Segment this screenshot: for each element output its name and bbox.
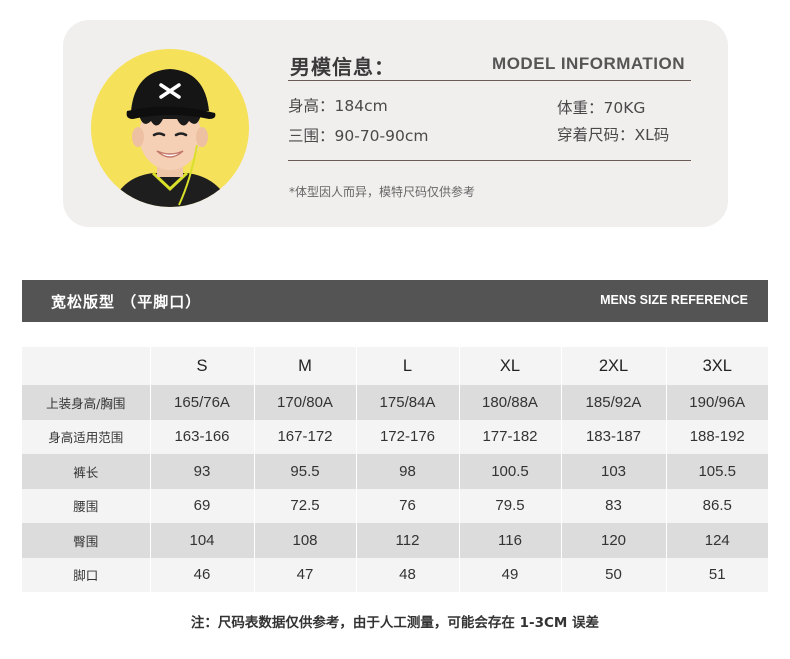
- table-cell: 51: [666, 557, 768, 592]
- table-cell: 46: [150, 557, 255, 592]
- size-header-cell: 2XL: [561, 347, 667, 385]
- table-cell: 175/84A: [356, 385, 460, 420]
- table-cell: 108: [254, 523, 357, 558]
- size-header-cell: L: [356, 347, 460, 385]
- table-cell: 172-176: [356, 419, 460, 454]
- size-header-cell: M: [254, 347, 357, 385]
- table-cell: 190/96A: [666, 385, 768, 420]
- model-height: 身高：184cm: [288, 97, 388, 115]
- table-cell: 93: [150, 454, 255, 489]
- table-row: 裤长 93 95.5 98 100.5 103 105.5: [22, 454, 768, 489]
- table-cell: 183-187: [561, 419, 667, 454]
- table-row: 上装身高/胸围 165/76A 170/80A 175/84A 180/88A …: [22, 385, 768, 420]
- table-cell: 86.5: [666, 488, 768, 523]
- model-size-worn: 穿着尺码：XL码: [557, 126, 670, 144]
- row-label: 脚口: [22, 557, 151, 592]
- table-cell: 103: [561, 454, 667, 489]
- model-photo-icon: [91, 49, 249, 207]
- model-note: *体型因人而异，模特尺码仅供参考: [289, 185, 476, 199]
- table-cell: 98: [356, 454, 460, 489]
- table-cell: 188-192: [666, 419, 768, 454]
- table-cell: 120: [561, 523, 667, 558]
- model-info-title-en: MODEL INFORMATION: [492, 54, 685, 73]
- table-cell: 163-166: [150, 419, 255, 454]
- table-cell: 165/76A: [150, 385, 255, 420]
- table-cell: 180/88A: [459, 385, 562, 420]
- table-cell: 47: [254, 557, 357, 592]
- size-table-head-row: S M L XL 2XL 3XL: [22, 347, 768, 385]
- table-cell: 83: [561, 488, 667, 523]
- table-cell: 105.5: [666, 454, 768, 489]
- table-cell: 95.5: [254, 454, 357, 489]
- size-table-header-bar: 宽松版型 （平脚口） MENS SIZE REFERENCE: [22, 280, 768, 322]
- model-weight: 体重：70KG: [557, 99, 646, 117]
- model-measurements: 三围：90-70-90cm: [288, 127, 429, 145]
- table-row: 身高适用范围 163-166 167-172 172-176 177-182 1…: [22, 419, 768, 454]
- size-reference-label: MENS SIZE REFERENCE: [600, 293, 748, 307]
- row-label: 臀围: [22, 523, 151, 558]
- table-cell: 72.5: [254, 488, 357, 523]
- row-label: 上装身高/胸围: [22, 385, 151, 420]
- row-label: 身高适用范围: [22, 419, 151, 454]
- row-label: 裤长: [22, 454, 151, 489]
- table-cell: 100.5: [459, 454, 562, 489]
- table-cell: 116: [459, 523, 562, 558]
- table-cell: 50: [561, 557, 667, 592]
- fit-type-label: 宽松版型 （平脚口）: [51, 293, 202, 311]
- table-cell: 170/80A: [254, 385, 357, 420]
- footer-note: 注：尺码表数据仅供参考，由于人工测量，可能会存在 1-3CM 误差: [190, 615, 600, 631]
- table-cell: 79.5: [459, 488, 562, 523]
- model-avatar: [91, 49, 249, 207]
- info-divider: [288, 160, 691, 161]
- table-cell: 177-182: [459, 419, 562, 454]
- size-header-cell: XL: [459, 347, 562, 385]
- size-table: S M L XL 2XL 3XL 上装身高/胸围 165/76A 170/80A…: [22, 347, 768, 592]
- table-cell: 48: [356, 557, 460, 592]
- corner-cell: [22, 347, 151, 385]
- size-header-cell: 3XL: [666, 347, 768, 385]
- model-info-title-cn: 男模信息：: [290, 55, 395, 79]
- table-cell: 124: [666, 523, 768, 558]
- table-row: 腰围 69 72.5 76 79.5 83 86.5: [22, 488, 768, 523]
- table-cell: 76: [356, 488, 460, 523]
- table-cell: 185/92A: [561, 385, 667, 420]
- model-info-card: 男模信息： MODEL INFORMATION 身高：184cm 体重：70KG…: [63, 20, 728, 227]
- table-cell: 69: [150, 488, 255, 523]
- table-cell: 112: [356, 523, 460, 558]
- table-cell: 49: [459, 557, 562, 592]
- model-info-header: 男模信息： MODEL INFORMATION: [288, 48, 691, 81]
- table-row: 臀围 104 108 112 116 120 124: [22, 523, 768, 558]
- table-row: 脚口 46 47 48 49 50 51: [22, 557, 768, 592]
- table-cell: 104: [150, 523, 255, 558]
- size-header-cell: S: [150, 347, 255, 385]
- table-cell: 167-172: [254, 419, 357, 454]
- row-label: 腰围: [22, 488, 151, 523]
